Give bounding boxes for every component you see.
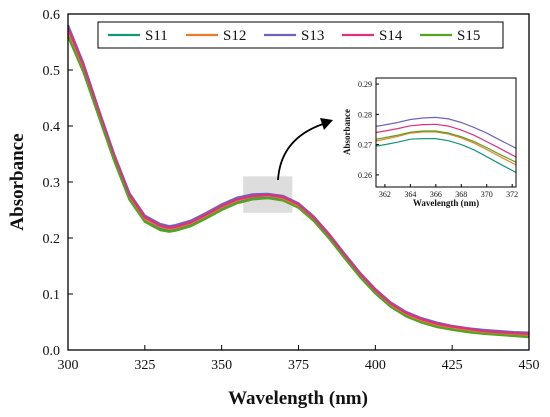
main-series-line-s12 (66, 30, 530, 336)
inset-x-tick-label: 364 (404, 190, 416, 199)
inset-x-tick-label: 370 (481, 190, 493, 199)
main-series-line-s13 (66, 24, 530, 334)
main-x-tick-label: 450 (519, 358, 540, 373)
x-axis-title: Wavelength (nm) (228, 388, 368, 409)
inset-plot: 362 364 366 368 370 372 0.26 0.27 0.28 0.29 Wave… (342, 77, 518, 208)
inset-x-tick-label: 366 (430, 190, 442, 199)
main-series-line-s14 (66, 27, 530, 335)
inset-y-tick-label: 0.26 (358, 171, 372, 180)
main-x-tick-label: 425 (442, 358, 463, 373)
inset-y-axis-title: Absorbance (342, 109, 352, 155)
main-x-tick-label: 350 (211, 358, 232, 373)
inset-x-axis-title: Wavelength (nm) (413, 198, 479, 208)
main-x-tick-label: 400 (365, 358, 386, 373)
inset-series-line-s12 (375, 131, 517, 166)
inset-y-ticks: 0.26 0.27 0.28 0.29 (358, 80, 379, 180)
main-x-tick-label: 325 (134, 358, 155, 373)
inset-series-line-s15 (375, 130, 517, 163)
inset-x-tick-label: 368 (455, 190, 467, 199)
legend-label-s11: S11 (145, 28, 168, 44)
inset-y-tick-label: 0.27 (358, 141, 372, 150)
inset-series-line-s11 (375, 138, 517, 174)
main-x-tick-label: 375 (288, 358, 309, 373)
inset-x-ticks: 362 364 366 368 370 372 (379, 184, 518, 199)
main-y-tick-label: 0.1 (43, 288, 61, 303)
inset-series-group (375, 116, 517, 174)
main-y-ticks: 0.0 0.1 0.2 0.3 0.4 0.5 0.6 (43, 8, 73, 359)
inset-x-tick-label: 362 (379, 190, 391, 199)
main-x-tick-label: 300 (58, 358, 79, 373)
y-axis-title: Absorbance (7, 133, 28, 230)
inset-y-tick-label: 0.28 (358, 110, 372, 119)
main-series-line-s15 (66, 35, 530, 339)
main-y-tick-label: 0.3 (43, 176, 61, 191)
main-series-line-s11 (66, 33, 530, 338)
main-plot-frame (67, 13, 530, 351)
legend-label-s14: S14 (379, 28, 403, 44)
inset-series-line-s13 (375, 116, 517, 149)
legend-label-s13: S13 (301, 28, 324, 44)
main-y-tick-label: 0.6 (43, 8, 61, 23)
main-y-tick-label: 0.4 (43, 120, 61, 135)
inset-y-tick-label: 0.29 (358, 80, 372, 89)
legend: S11 S12 S13 S14 S15 (97, 21, 504, 49)
inset-plot-frame (375, 77, 517, 188)
zoom-arrow-head (320, 118, 333, 130)
legend-label-s15: S15 (457, 28, 480, 44)
main-x-ticks: 300 325 350 375 400 425 450 (58, 345, 540, 373)
zoom-arrow (277, 123, 324, 181)
main-y-tick-label: 0.5 (43, 64, 61, 79)
main-plot: 300 325 350 375 400 425 450 0.0 0.1 0.2 0.3 0.4 0.5… (7, 8, 540, 409)
main-y-tick-label: 0.0 (43, 344, 61, 359)
legend-label-s12: S12 (223, 28, 246, 44)
inset-x-tick-label: 372 (506, 190, 518, 199)
inset-series-line-s14 (375, 123, 517, 158)
main-series-group (66, 24, 530, 339)
main-y-tick-label: 0.2 (43, 232, 61, 247)
